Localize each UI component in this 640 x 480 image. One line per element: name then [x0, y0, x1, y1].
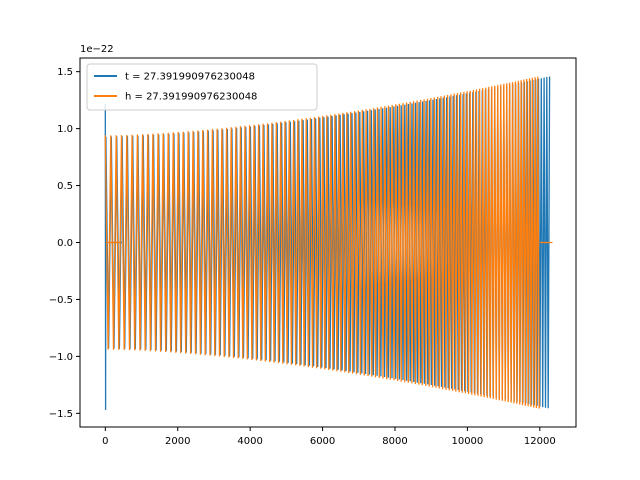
- x-axis: 0 2000 4000 6000 8000 10000 12000: [102, 427, 556, 447]
- series-line-2: [104, 76, 540, 409]
- legend-label-2: h = 27.391990976230048: [125, 92, 257, 103]
- y-tick-label: −1.0: [49, 352, 73, 363]
- x-tick-label: 2000: [165, 436, 190, 447]
- x-tick-label: 10000: [451, 436, 483, 447]
- y-tick-label: 0.0: [57, 238, 73, 249]
- y-tick-label: −0.5: [49, 295, 73, 306]
- x-tick-label: 0: [102, 436, 108, 447]
- x-tick-label: 8000: [382, 436, 407, 447]
- x-tick-label: 12000: [524, 436, 556, 447]
- x-tick-label: 6000: [310, 436, 335, 447]
- x-tick-label: 4000: [237, 436, 262, 447]
- legend: t = 27.391990976230048 h = 27.39199097623…: [86, 63, 318, 111]
- legend-label-1: t = 27.391990976230048: [125, 72, 255, 83]
- y-tick-label: 1.5: [57, 67, 73, 78]
- series-layer: [104, 76, 553, 410]
- y-offset-text: 1e−22: [80, 44, 114, 55]
- y-tick-label: 1.0: [57, 124, 73, 135]
- y-axis: −1.5 −1.0 −0.5 0.0 0.5 1.0 1.5: [49, 67, 80, 420]
- y-tick-label: 0.5: [57, 181, 73, 192]
- y-tick-label: −1.5: [49, 409, 73, 420]
- legend-box: [86, 63, 318, 111]
